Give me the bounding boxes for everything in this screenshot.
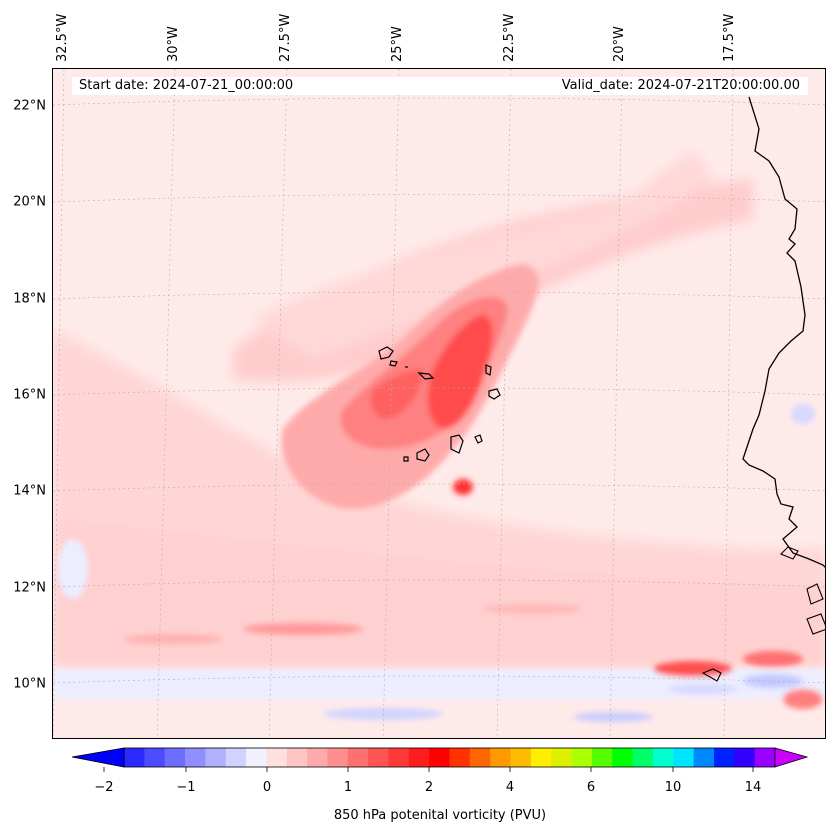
colorbar-tick-label: 10 — [664, 780, 682, 795]
african-coastline — [742, 96, 825, 568]
colorbar-cell — [205, 748, 227, 767]
colorbar-cell — [510, 748, 532, 767]
colorbar-cell — [449, 748, 471, 767]
colorbar-cell — [693, 748, 715, 767]
colorbar-tick-label: 1 — [343, 780, 353, 795]
colorbar-cell — [612, 748, 634, 767]
cape-verde-islands — [378, 346, 501, 462]
colorbar-cell — [530, 748, 552, 767]
colorbar-cell — [347, 748, 369, 767]
colorbar-tick-label: 0 — [262, 780, 272, 795]
latitude-label: 14°N — [13, 483, 46, 499]
latitude-label: 20°N — [13, 194, 46, 210]
colorbar-cell — [286, 748, 308, 767]
colorbar-cell — [591, 748, 613, 767]
colorbar-cell — [368, 748, 389, 767]
colorbar-cell — [490, 748, 512, 767]
colorbar-cell — [652, 748, 674, 767]
colorbar-cell — [754, 748, 776, 767]
colorbar-tick-label: 14 — [744, 780, 762, 795]
colorbar-cell — [225, 748, 247, 767]
latitude-label: 22°N — [13, 98, 46, 114]
pv-field — [53, 69, 825, 738]
colorbar-cell — [266, 748, 288, 767]
colorbar-cell — [571, 748, 593, 767]
colorbar-min-arrow — [71, 747, 125, 768]
start-date-label: Start date: 2024-07-21_00:00:00 — [79, 78, 294, 93]
colorbar-cell — [246, 748, 267, 767]
southern-bands — [53, 404, 825, 722]
colorbar-cell — [327, 748, 349, 767]
colorbar-cell — [124, 748, 145, 767]
graticule — [53, 69, 825, 738]
colorbar-cell — [632, 748, 654, 767]
coastal-feature — [701, 668, 722, 682]
colorbar-tick-label: 2 — [424, 780, 434, 795]
colorbar-tick-label: 6 — [586, 780, 596, 795]
colorbar-cell — [734, 748, 756, 767]
colorbar-cell — [144, 748, 166, 767]
colorbar-cell — [408, 748, 430, 767]
colorbar-cell — [469, 748, 491, 767]
colorbar-max-arrow — [774, 747, 809, 768]
header-strip — [72, 77, 808, 95]
pv-maximum — [281, 264, 539, 509]
colorbar-cell — [185, 748, 206, 767]
colorbar-tick-label: 4 — [505, 780, 515, 795]
colorbar-cell — [551, 748, 573, 767]
colorbar-cell — [673, 748, 695, 767]
latitude-label: 18°N — [13, 291, 46, 307]
colorbar-cell — [307, 748, 328, 767]
map-panel — [52, 68, 826, 739]
colorbar-label: 850 hPa potenital vorticity (PVU) — [333, 808, 547, 823]
latitude-label: 16°N — [13, 387, 46, 403]
latitude-label: 10°N — [13, 676, 46, 692]
colorbar-cell — [388, 748, 410, 767]
colorbar-tick-label: −1 — [176, 780, 196, 795]
colorbar-cell — [429, 748, 450, 767]
guinea-coast-islands — [780, 546, 825, 635]
colorbar-cell — [713, 748, 735, 767]
colorbar-tick-label: −2 — [94, 780, 114, 795]
colorbar-cell — [164, 748, 186, 767]
latitude-label: 12°N — [13, 580, 46, 596]
valid-date-label: Valid_date: 2024-07-21T20:00:00.00 — [561, 78, 800, 93]
